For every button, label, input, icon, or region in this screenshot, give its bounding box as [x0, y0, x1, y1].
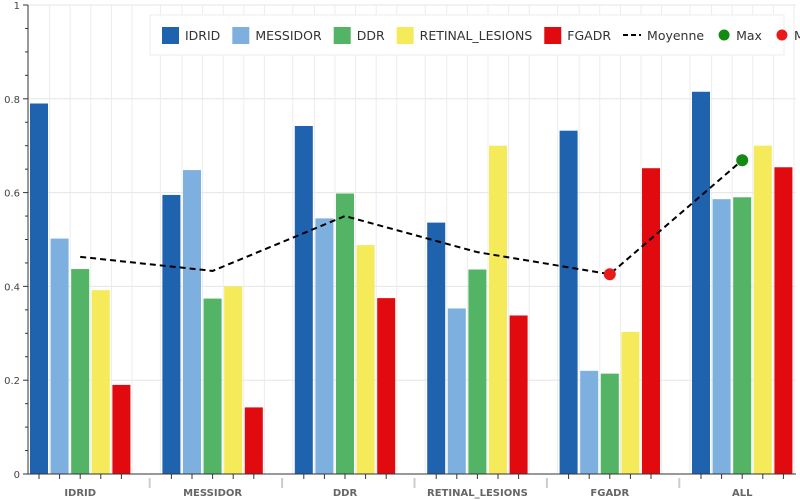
- legend-label: RETINAL_LESIONS: [420, 28, 533, 43]
- bar-messidor: [447, 308, 466, 474]
- legend-label: DDR: [357, 28, 385, 43]
- legend-swatch-fgadr: [544, 27, 562, 44]
- legend-label: Max: [736, 28, 762, 43]
- y-tick-label: 1: [14, 1, 20, 12]
- bar-fgadr: [112, 384, 131, 474]
- x-category-label: MESSIDOR: [183, 488, 242, 499]
- bar-ddr: [336, 193, 354, 474]
- bar-ddr: [733, 197, 752, 475]
- bar-idrid: [559, 130, 578, 474]
- bar-ddr: [600, 373, 619, 474]
- x-category-label: DDR: [333, 488, 358, 499]
- line-layer: [80, 154, 749, 281]
- x-category-label: FGADR: [590, 488, 629, 499]
- mean-line: [80, 159, 743, 276]
- legend-label: FGADR: [567, 28, 611, 43]
- y-tick-label: 0.8: [4, 95, 20, 106]
- legend-swatch-min: [776, 29, 788, 41]
- bar-fgadr: [377, 298, 396, 474]
- axes: 0 0.2 0.4 0.6 0.8 1 IDRID MESSIDOR DDR RETINAL_LE…: [4, 1, 796, 499]
- legend-label: Min: [794, 28, 800, 43]
- bar-fgadr: [774, 167, 793, 475]
- bar-retinal-lesions: [356, 245, 375, 474]
- y-tick-label: 0.2: [4, 376, 20, 387]
- y-tick-label: 0: [14, 470, 20, 481]
- legend-label: Moyenne: [647, 28, 704, 43]
- bar-idrid: [162, 194, 181, 474]
- bar-idrid: [294, 126, 313, 474]
- bar-idrid: [692, 91, 710, 474]
- legend-swatch-retinal-lesions: [396, 27, 414, 44]
- bar-messidor: [315, 218, 334, 474]
- legend-box: [149, 14, 785, 56]
- bar-messidor: [50, 238, 69, 474]
- legend-swatch-idrid: [162, 27, 179, 44]
- bars: [30, 91, 793, 475]
- grid: [27, 4, 796, 475]
- legend-label: MESSIDOR: [255, 28, 322, 43]
- bar-ddr: [203, 298, 222, 474]
- bar-ddr: [71, 269, 90, 474]
- bar-retinal-lesions: [489, 145, 507, 474]
- legend-label: IDRID: [185, 28, 220, 43]
- bar-messidor: [580, 370, 599, 474]
- min-marker: [603, 268, 616, 281]
- bar-fgadr: [244, 407, 263, 474]
- bar-ddr: [468, 269, 487, 474]
- y-tick-label: 0.4: [4, 282, 20, 293]
- bar-messidor: [712, 199, 731, 474]
- legend: IDRID MESSIDOR DDR RETINAL_LESIONS FGADR Moye…: [149, 14, 800, 56]
- x-category-label: ALL: [732, 488, 753, 499]
- y-tick-label: 0.6: [4, 189, 20, 200]
- bar-messidor: [183, 170, 201, 474]
- bar-retinal-lesions: [753, 145, 772, 474]
- bar-retinal-lesions: [91, 290, 110, 474]
- x-category-label: IDRID: [64, 488, 96, 499]
- max-marker: [736, 154, 749, 167]
- bar-idrid: [427, 222, 446, 474]
- legend-swatch-ddr: [333, 27, 351, 44]
- legend-swatch-max: [718, 29, 730, 41]
- bar-idrid: [30, 103, 48, 475]
- x-category-label: RETINAL_LESIONS: [427, 488, 528, 499]
- bar-fgadr: [642, 168, 660, 474]
- legend-swatch-messidor: [232, 27, 250, 44]
- bar-retinal-lesions: [224, 286, 243, 474]
- bar-retinal-lesions: [621, 331, 640, 474]
- bar-fgadr: [509, 315, 528, 474]
